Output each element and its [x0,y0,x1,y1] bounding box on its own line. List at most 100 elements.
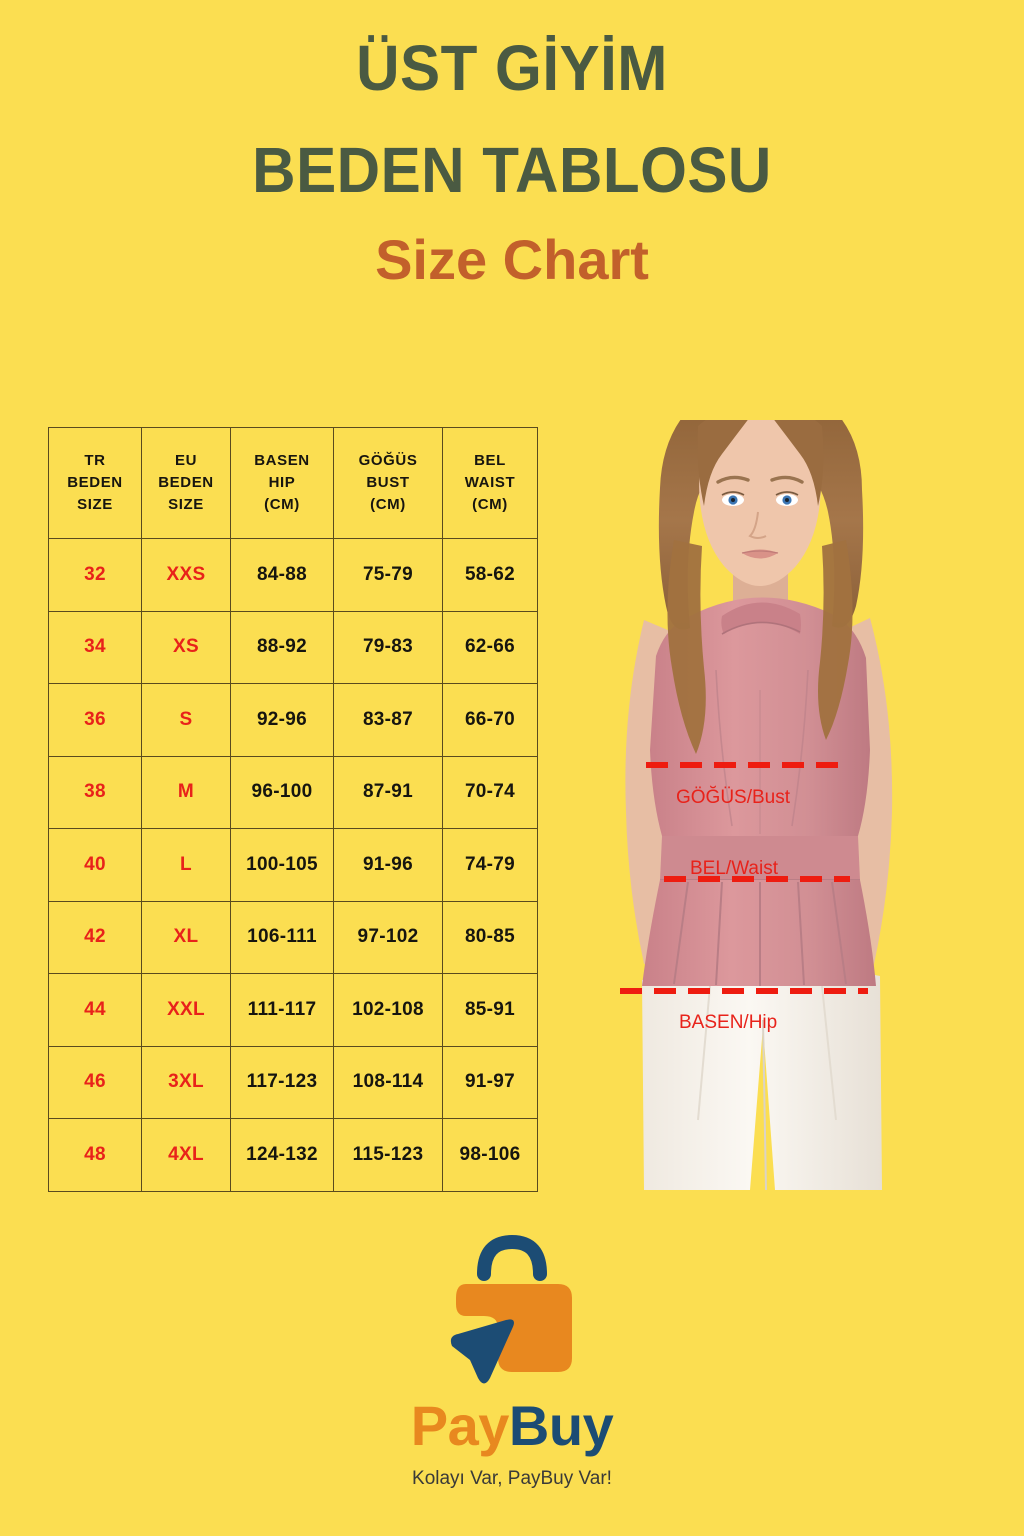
hip-measure-label: BASEN/Hip [679,1012,778,1033]
column-header-hip: BASEN HIP (CM) [230,427,334,539]
table-row: 48 4XL 124-132 115-123 98-106 [48,1118,538,1192]
cell-waist: 62-66 [442,610,538,684]
bag-handle-icon [477,1234,547,1281]
table-header-row: TR BEDEN SIZE EU BEDEN SIZE BASEN HIP (C… [48,427,538,539]
header-line: EU [174,452,198,470]
cell-bust: 79-83 [333,610,443,684]
column-header-tr-size: TR BEDEN SIZE [48,427,142,539]
cell-bust: 115-123 [333,1118,443,1192]
cell-waist: 98-106 [442,1118,538,1192]
header-line: WAIST [464,474,516,492]
header-line: BASEN [254,452,310,470]
cell-hip: 124-132 [230,1118,334,1192]
table-row: 36 S 92-96 83-87 66-70 [48,683,538,757]
table-row: 44 XXL 111-117 102-108 85-91 [48,973,538,1047]
model-trousers [642,965,882,1190]
table-row: 42 XL 106-111 97-102 80-85 [48,900,538,974]
cell-hip: 100-105 [230,828,334,902]
cell-bust: 75-79 [333,538,443,612]
cell-bust: 97-102 [333,900,443,974]
cell-waist: 91-97 [442,1045,538,1119]
cell-tr-size: 36 [48,683,142,757]
cell-hip: 111-117 [230,973,334,1047]
cell-bust: 91-96 [333,828,443,902]
cell-waist: 80-85 [442,900,538,974]
cell-eu-size: XL [141,900,231,974]
cell-eu-size: XXL [141,973,231,1047]
cell-hip: 84-88 [230,538,334,612]
size-table: TR BEDEN SIZE EU BEDEN SIZE BASEN HIP (C… [48,427,538,1192]
header-line: TR [84,452,106,470]
cell-bust: 83-87 [333,683,443,757]
cell-tr-size: 34 [48,610,142,684]
cell-hip: 117-123 [230,1045,334,1119]
cell-waist: 74-79 [442,828,538,902]
model-hair-strand-right [818,540,853,740]
model-hair-strand-left [667,540,706,754]
cell-eu-size: M [141,755,231,829]
cell-bust: 108-114 [333,1045,443,1119]
brand-wordmark: PayBuy [0,1398,1024,1454]
header-block: ÜST GİYİM BEDEN TABLOSU Size Chart [0,36,1024,288]
waist-measure-line [664,876,850,882]
header-line: BEL [474,452,506,470]
header-line: (CM) [264,495,300,513]
cell-tr-size: 40 [48,828,142,902]
header-line: (CM) [370,495,406,513]
waist-measure-label: BEL/Waist [690,858,778,879]
bust-measure-label: GÖĞÜS/Bust [676,787,791,808]
cell-waist: 70-74 [442,755,538,829]
cell-bust: 87-91 [333,755,443,829]
table-row: 46 3XL 117-123 108-114 91-97 [48,1045,538,1119]
cell-tr-size: 44 [48,973,142,1047]
cell-tr-size: 38 [48,755,142,829]
header-line: SIZE [77,495,113,513]
cell-hip: 92-96 [230,683,334,757]
model-illustration [625,420,893,1190]
cell-eu-size: XS [141,610,231,684]
cell-hip: 88-92 [230,610,334,684]
hip-measure-line [620,988,868,994]
column-header-waist: BEL WAIST (CM) [442,427,538,539]
cell-eu-size: L [141,828,231,902]
header-line: HIP [268,474,296,492]
model-waistband [660,836,860,880]
cell-tr-size: 42 [48,900,142,974]
brand-logo-block: PayBuy Kolayı Var, PayBuy Var! [0,1232,1024,1490]
model-face [699,420,821,586]
cell-tr-size: 48 [48,1118,142,1192]
shopping-bag-icon [450,1234,572,1384]
header-line: (CM) [472,495,508,513]
page-title-line-2: BEDEN TABLOSU [252,134,772,206]
header-line: BEDEN [67,474,123,492]
cell-waist: 85-91 [442,973,538,1047]
cell-tr-size: 46 [48,1045,142,1119]
cell-eu-size: 3XL [141,1045,231,1119]
page-title-line-1: ÜST GİYİM [356,32,668,104]
cell-waist: 66-70 [442,683,538,757]
column-header-eu-size: EU BEDEN SIZE [141,427,231,539]
column-header-bust: GÖĞÜS BUST (CM) [333,427,443,539]
page-subtitle: Size Chart [375,228,649,291]
cursor-arrow-icon [450,1319,514,1384]
table-row: 40 L 100-105 91-96 74-79 [48,828,538,902]
table-row: 34 XS 88-92 79-83 62-66 [48,610,538,684]
table-header: TR BEDEN SIZE EU BEDEN SIZE BASEN HIP (C… [48,427,538,539]
model-photo [570,420,970,1190]
cell-eu-size: S [141,683,231,757]
bag-body-icon [456,1284,572,1372]
cell-hip: 96-100 [230,755,334,829]
brand-word-pay: Pay [410,1394,510,1457]
header-line: BUST [366,474,410,492]
table-row: 38 M 96-100 87-91 70-74 [48,755,538,829]
cell-eu-size: XXS [141,538,231,612]
cell-tr-size: 32 [48,538,142,612]
table-row: 32 XXS 84-88 75-79 58-62 [48,538,538,612]
cell-eu-size: 4XL [141,1118,231,1192]
cell-waist: 58-62 [442,538,538,612]
bust-measure-line [646,762,846,768]
header-line: BEDEN [158,474,214,492]
size-table-container: TR BEDEN SIZE EU BEDEN SIZE BASEN HIP (C… [48,427,538,1192]
table-body: 32 XXS 84-88 75-79 58-62 34 XS 88-92 79-… [48,538,538,1192]
